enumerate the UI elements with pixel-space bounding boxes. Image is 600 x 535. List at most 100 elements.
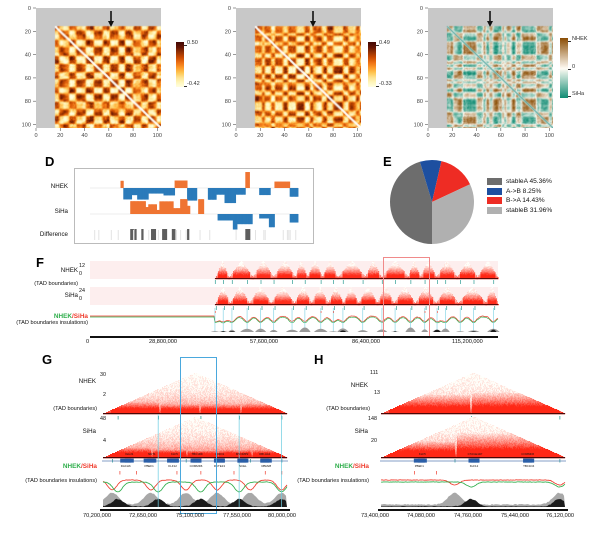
svg-text:UIMO1: UIMO1 [215, 452, 225, 456]
panel-h-genome-tracks [378, 368, 568, 508]
svg-text:40: 40 [417, 53, 423, 59]
panel-g-tick-1: 72,650,000 [129, 513, 157, 519]
svg-text:20: 20 [257, 133, 263, 139]
colorbar-a-tick-top [184, 45, 187, 46]
legend-item-b-to-a: B->A 14.43% [487, 197, 552, 204]
svg-text:RBM28: RBM28 [261, 464, 271, 468]
panel-g-sep: / [81, 463, 83, 470]
svg-text:0: 0 [234, 133, 237, 139]
panel-f-compare-label: NHEK/SiHa [34, 305, 88, 323]
colorbar-a [176, 42, 184, 87]
svg-text:80: 80 [417, 99, 423, 105]
svg-text:PBEF1: PBEF1 [145, 464, 155, 468]
svg-text:TBC1D9: TBC1D9 [191, 452, 202, 456]
svg-text:80: 80 [130, 133, 136, 139]
colorbar-c-top-label: NHEK [572, 36, 588, 42]
panel-g-letter: G [42, 352, 53, 367]
svg-text:20: 20 [449, 133, 455, 139]
svg-text:PBEF1: PBEF1 [415, 464, 425, 468]
legend-swatch-stableb [487, 206, 502, 214]
ab-compartment-track [75, 169, 313, 243]
panel-f-tad-boundaries-label: (TAD boundaries) [34, 281, 78, 287]
panel-h-siha-max: 148 [368, 416, 377, 422]
differential-matrix-c [428, 8, 553, 128]
colorbar-c-tick-bot [568, 96, 571, 97]
panel-d-label-nhek: NHEK [50, 183, 68, 190]
svg-text:100: 100 [153, 133, 162, 139]
svg-text:60: 60 [498, 133, 504, 139]
panel-g-gene-track: IGHJ1 NDT1 KLF5 TBC1D9 UIMO1 MYOMP2 OBI-AA1 DAC… [102, 452, 288, 468]
panel-f-letter: F [36, 255, 44, 270]
svg-text:60: 60 [25, 76, 31, 82]
panel-f-siha-max: 24 [79, 288, 85, 294]
panel-d-label-difference: Difference [39, 231, 68, 238]
panel-f-label-siha: SiHa [64, 292, 78, 299]
heatmap-panel-c: 0 20 40 60 80 100 0 20 40 60 80 100 NHEK 0 SiHa [400, 0, 600, 145]
svg-text:CTAGE11P: CTAGE11P [468, 452, 483, 456]
panel-h-tick-2: 74,760,000 [454, 513, 482, 519]
panel-e-legend: stableA 45.36% A->B 8.25% B->A 14.43% st… [487, 178, 552, 216]
svg-text:80: 80 [522, 133, 528, 139]
svg-text:KLF5: KLF5 [419, 452, 426, 456]
legend-item-stablea: stableA 45.36% [487, 178, 552, 185]
panel-f-siha-min: 0 [79, 296, 82, 302]
svg-text:DACH6: DACH6 [121, 464, 131, 468]
panel-f-tick-1: 28,800,000 [149, 339, 177, 345]
svg-text:20: 20 [57, 133, 63, 139]
panel-f-insulation-label: (TAD boundaries insulations) [16, 320, 88, 326]
panel-h-tad-boundaries-label: (TAD boundaries) [326, 406, 370, 412]
compartment-switch-pie-chart [388, 158, 476, 246]
legend-label-b-to-a: B->A 14.43% [506, 197, 545, 204]
colorbar-a-tick-bot [184, 86, 187, 87]
panel-h-label-nhek: NHEK [350, 382, 368, 389]
panel-h-siha-min: 20 [371, 438, 377, 444]
panel-h-tick-3: 75,440,000 [501, 513, 529, 519]
legend-label-stablea: stableA 45.36% [506, 178, 552, 185]
legend-swatch-stablea [487, 178, 502, 185]
svg-text:20: 20 [25, 29, 31, 35]
colorbar-b-tick-top [376, 45, 379, 46]
panel-h-tick-0: 73,400,000 [361, 513, 389, 519]
svg-text:0: 0 [228, 6, 231, 12]
panel-g-tad-boundaries-label: (TAD boundaries) [53, 406, 97, 412]
panel-f-sep: / [72, 313, 74, 320]
svg-text:NDT1: NDT1 [148, 452, 156, 456]
legend-swatch-a-to-b [487, 187, 502, 195]
panel-d-letter: D [45, 154, 55, 169]
panel-g-label-nhek: NHEK [78, 378, 96, 385]
svg-text:100: 100 [545, 133, 554, 139]
svg-text:0: 0 [420, 6, 423, 12]
svg-text:100: 100 [222, 123, 231, 129]
svg-text:60: 60 [417, 76, 423, 82]
svg-text:60: 60 [106, 133, 112, 139]
panel-h-nhek-max: 111 [370, 370, 379, 376]
panel-f-tick-0: 0 [86, 339, 90, 345]
svg-text:20: 20 [225, 29, 231, 35]
panel-g-tick-0: 70,200,000 [83, 513, 111, 519]
colorbar-c-tick-mid [568, 69, 571, 70]
panel-f-siha-red: SiHa [73, 313, 88, 320]
panel-f-tick-2: 57,600,000 [250, 339, 278, 345]
colorbar-a-min: -0.42 [187, 81, 200, 87]
svg-text:40: 40 [473, 133, 479, 139]
down-arrow-icon [310, 11, 316, 27]
panel-h-nhek-min: 13 [374, 390, 380, 396]
panel-g-siha-red: SiHa [82, 463, 97, 470]
colorbar-a-max: 0.50 [187, 40, 198, 46]
panel-h-label-siha: SiHa [354, 428, 368, 435]
svg-text:80: 80 [225, 99, 231, 105]
panel-g-label-siha: SiHa [82, 428, 96, 435]
panel-h-sep: / [353, 463, 355, 470]
panel-h-siha-red: SiHa [354, 463, 369, 470]
legend-label-stableb: stableB 31.96% [506, 206, 553, 214]
svg-text:MYOMP2: MYOMP2 [236, 452, 249, 456]
panel-d-label-siha: SiHa [54, 208, 68, 215]
legend-swatch-b-to-a [487, 197, 502, 204]
svg-text:40: 40 [281, 133, 287, 139]
panel-g-tick-4: 80,000,000 [268, 513, 296, 519]
svg-text:KLF12: KLF12 [168, 464, 177, 468]
colorbar-b-min: -0.33 [379, 81, 392, 87]
heatmap-b-axes: 0 20 40 60 80 100 0 20 40 60 80 100 [222, 6, 362, 139]
svg-text:IGHJ1: IGHJ1 [125, 452, 134, 456]
panel-f-genome-tracks [90, 258, 600, 332]
